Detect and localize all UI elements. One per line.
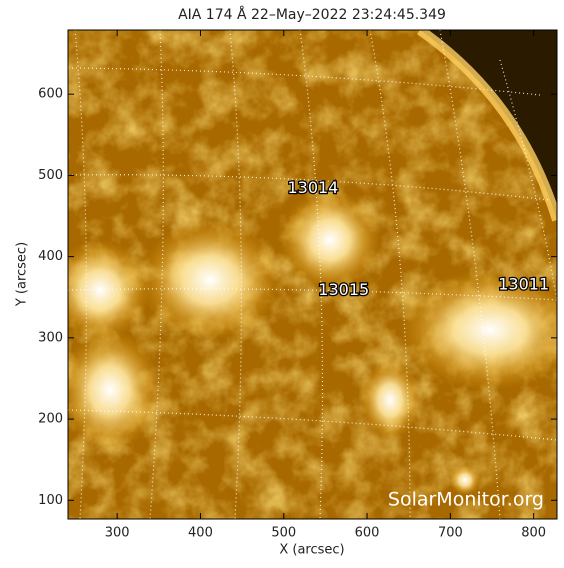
y-tick-label: 100 xyxy=(38,493,63,508)
watermark: SolarMonitor.org xyxy=(388,489,544,511)
x-tick-label: 800 xyxy=(521,526,546,541)
x-tick-label: 600 xyxy=(355,526,380,541)
y-tick-label: 300 xyxy=(38,330,63,345)
x-tick-label: 500 xyxy=(271,526,296,541)
x-tick-label: 700 xyxy=(438,526,463,541)
region-label: 13011 xyxy=(498,275,549,294)
y-tick-label: 500 xyxy=(38,168,63,183)
x-tick-label: 300 xyxy=(105,526,130,541)
region-label: 13015 xyxy=(318,280,369,299)
region-label: 13014 xyxy=(287,178,338,197)
title: AIA 174 Å 22–May–2022 23:24:45.349 xyxy=(178,6,446,23)
x-tick-label: 400 xyxy=(188,526,213,541)
y-tick-label: 400 xyxy=(38,249,63,264)
solar-image xyxy=(68,30,557,519)
plot-frame xyxy=(67,29,558,520)
y-tick-label: 200 xyxy=(38,412,63,427)
y-tick-label: 600 xyxy=(38,87,63,102)
y-axis-label: Y (arcsec) xyxy=(15,242,30,307)
x-axis-label: X (arcsec) xyxy=(279,543,344,558)
